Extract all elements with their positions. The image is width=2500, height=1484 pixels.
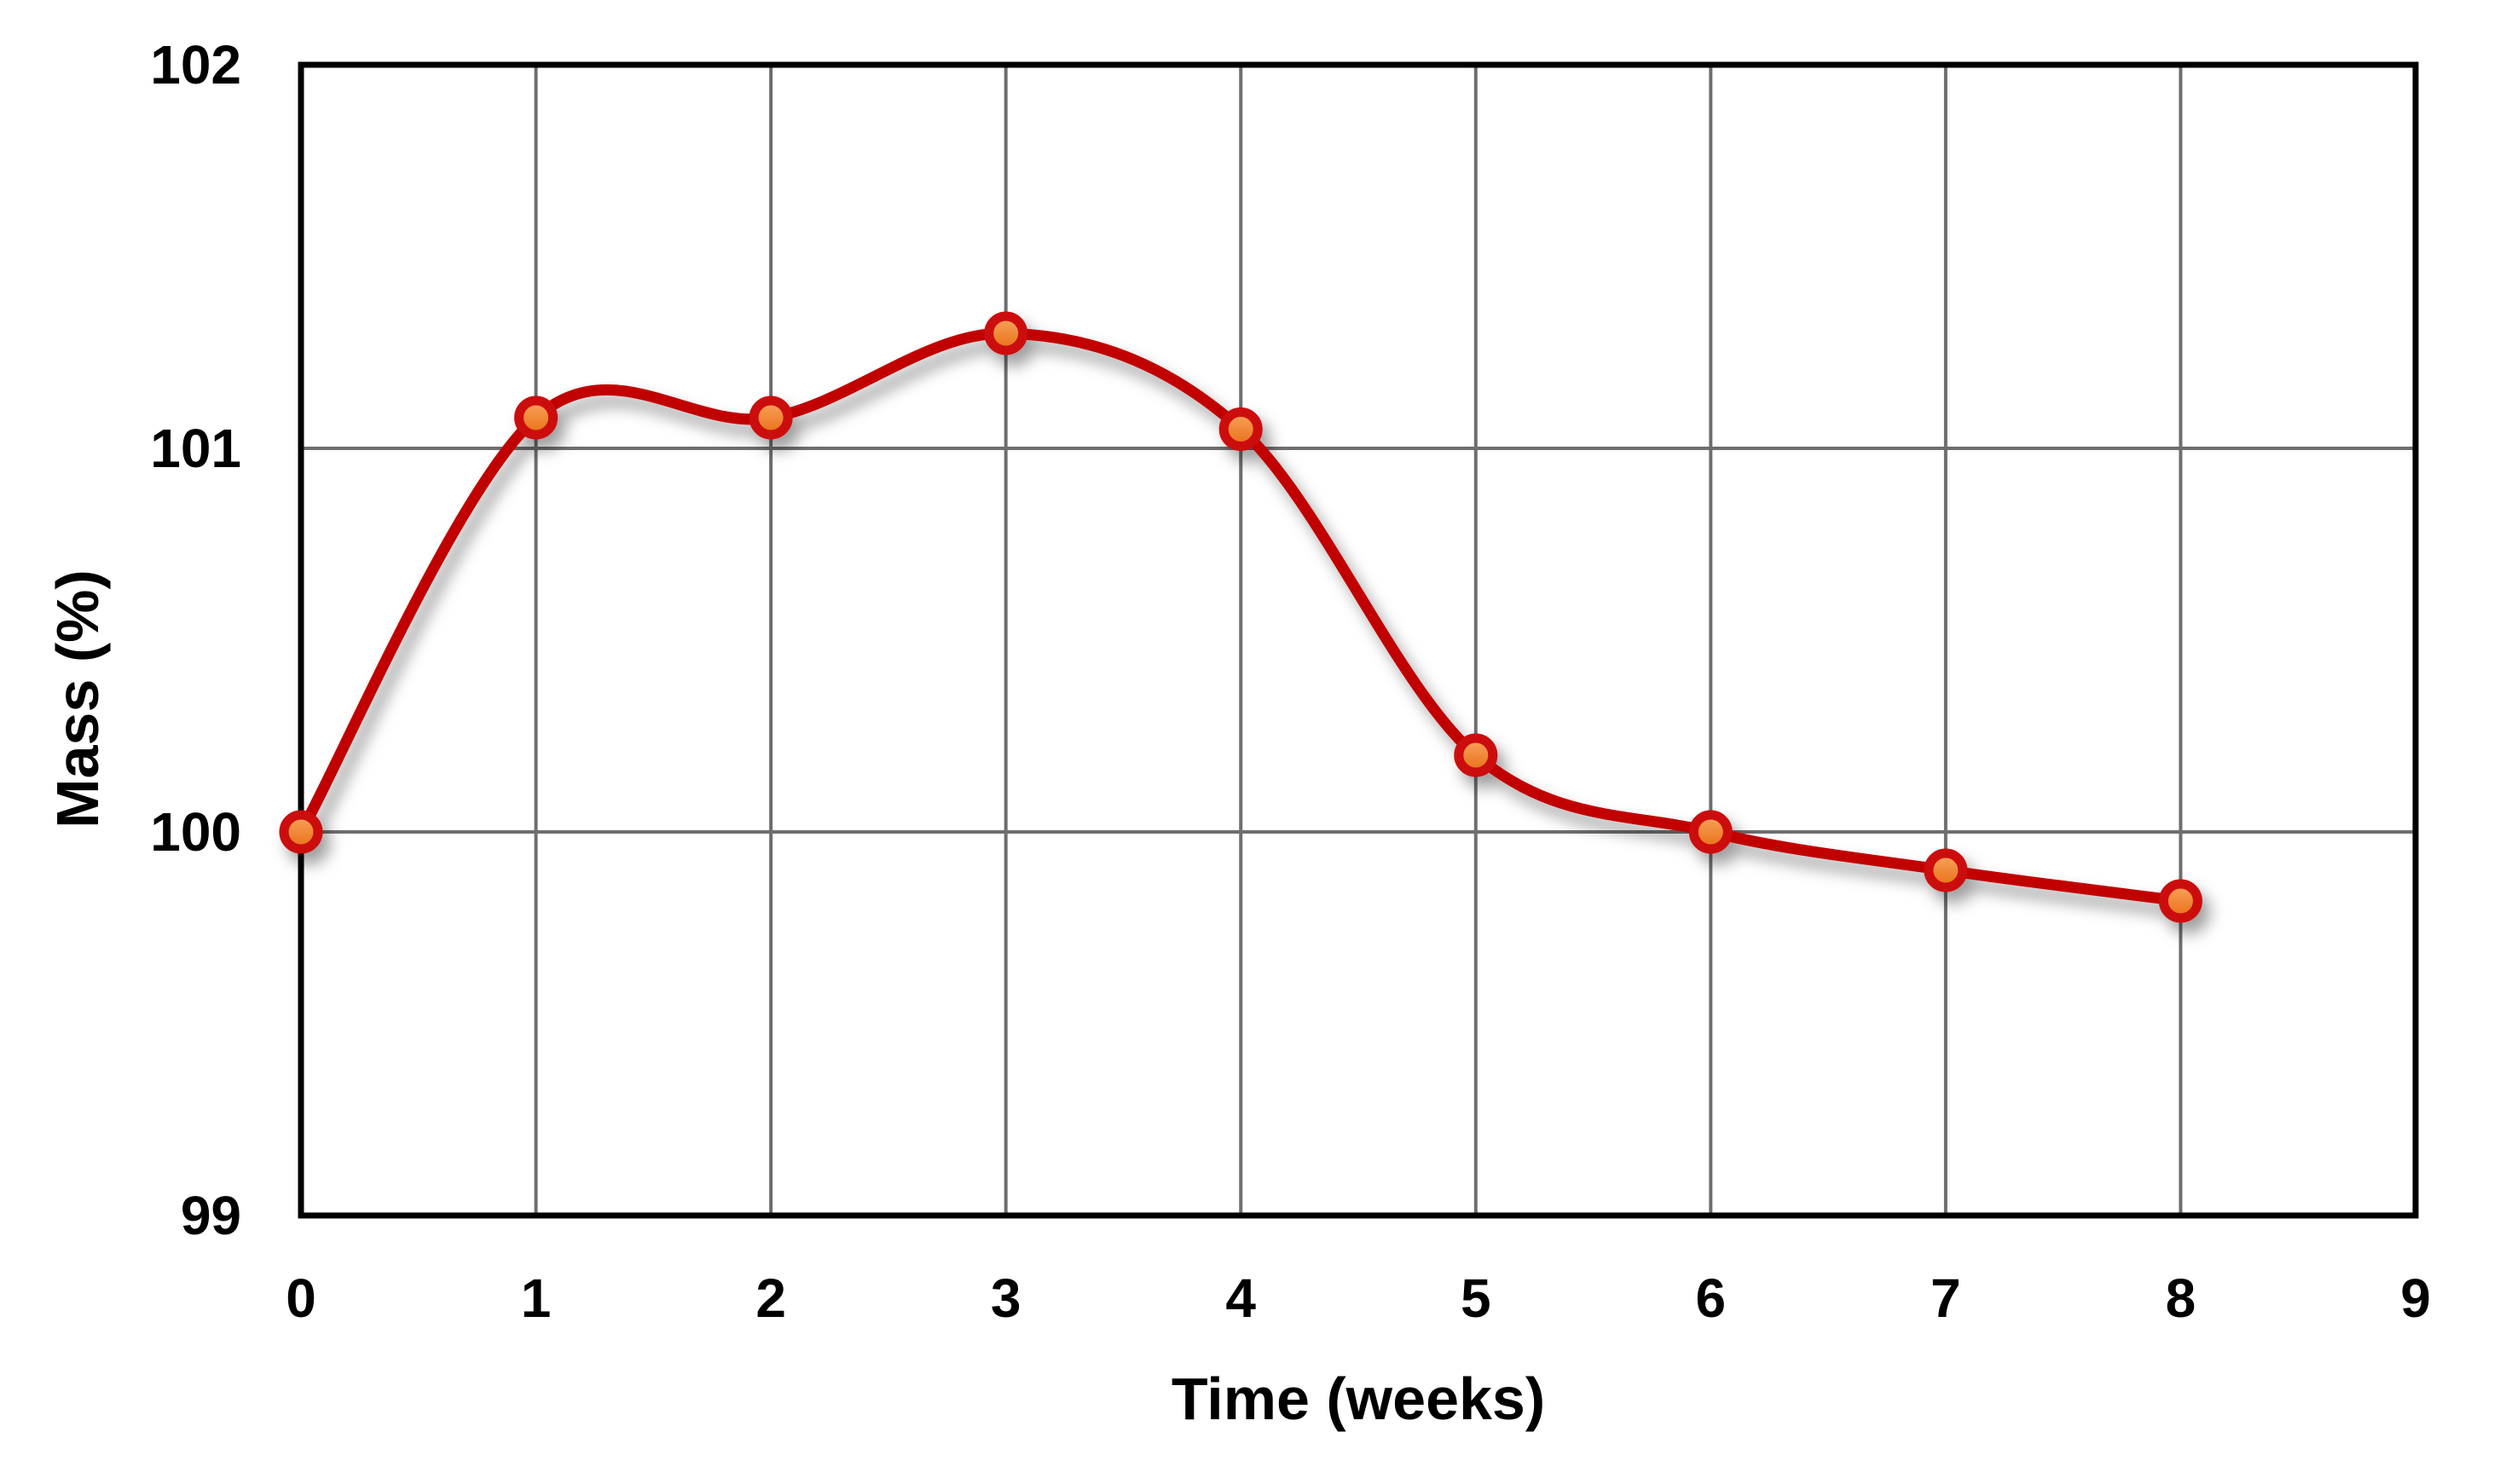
x-tick-label: 5: [1461, 1267, 1491, 1329]
x-tick-label: 6: [1696, 1267, 1727, 1329]
data-point-marker: [1218, 407, 1263, 451]
gridlines: [301, 65, 2416, 1215]
x-tick-label: 2: [755, 1267, 786, 1329]
data-markers: [279, 311, 2202, 923]
x-axis-tick-labels: 0 1 2 3 4 5 6 7 8 9: [286, 1267, 2431, 1329]
y-axis-tick-labels: 99 100 101 102: [150, 34, 241, 1246]
y-tick-label: 101: [150, 418, 241, 479]
data-point-marker: [1454, 733, 1498, 777]
data-series: [279, 311, 2202, 923]
y-tick-label: 102: [150, 34, 241, 95]
y-axis-title: Mass (%): [44, 569, 111, 828]
x-tick-label: 8: [2166, 1267, 2196, 1329]
x-tick-label: 3: [991, 1267, 1021, 1329]
x-tick-label: 0: [286, 1267, 316, 1329]
y-tick-label: 99: [181, 1185, 241, 1246]
data-point-marker: [984, 311, 1028, 355]
data-point-marker: [749, 396, 793, 440]
y-tick-label: 100: [150, 801, 241, 863]
x-tick-label: 7: [1930, 1267, 1961, 1329]
x-tick-label: 4: [1225, 1267, 1256, 1329]
data-point-marker: [2158, 879, 2202, 923]
x-tick-label: 1: [521, 1267, 552, 1329]
data-point-marker: [1924, 848, 1968, 892]
data-point-marker: [279, 810, 323, 854]
x-tick-label: 9: [2400, 1267, 2431, 1329]
data-point-marker: [1688, 810, 1733, 854]
data-point-marker: [514, 396, 558, 440]
x-axis-title: Time (weeks): [1172, 1366, 1545, 1432]
plot-border: [298, 61, 2419, 1219]
